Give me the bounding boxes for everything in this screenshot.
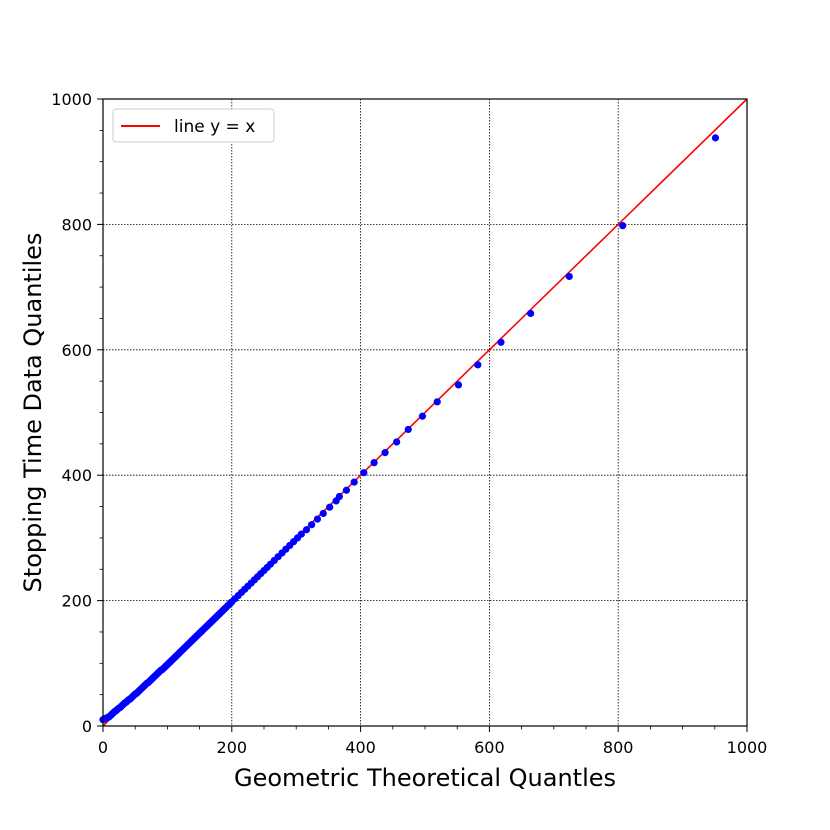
data-point [302,526,311,534]
data-point [393,438,401,446]
data-point [433,398,441,406]
x-tick-label: 0 [98,738,108,757]
y-tick-label: 400 [61,466,92,485]
data-point [418,412,427,420]
legend-box [112,108,275,143]
legend-label: line y = x [174,117,255,137]
data-point [319,509,327,518]
y-tick-label: 600 [61,341,92,360]
data-point [527,309,535,318]
data-point [565,272,573,281]
y-tick-label: 200 [61,592,92,611]
data-point [497,338,505,346]
grid-lines [103,99,747,726]
data-point [308,521,316,529]
x-tick-label: 1000 [727,738,768,757]
data-points [99,134,720,724]
x-tick-label: 400 [345,738,376,757]
y-axis-label: Stopping Time Data Quantiles [19,233,47,593]
data-point [381,449,389,457]
x-tick-label: 600 [474,738,505,757]
data-point [711,134,720,142]
data-point [313,515,322,523]
y-axis-ticks: 0 200 400 600 800 1000 [51,90,103,736]
y-tick-label: 0 [82,717,92,736]
data-point [326,503,334,511]
data-point [404,425,412,434]
y-tick-label: 1000 [51,90,92,109]
x-axis-ticks: 0 200 400 600 800 1000 [98,726,767,757]
data-point [342,486,351,494]
x-axis-label: Geometric Theoretical Quantles [234,764,616,792]
y-tick-label: 800 [61,215,92,234]
data-point [619,222,627,230]
data-point [297,530,305,538]
data-point [474,361,482,369]
data-point [454,381,463,389]
legend: line y = x [112,108,275,143]
x-tick-label: 200 [217,738,248,757]
data-point [370,459,378,467]
data-point [350,478,358,486]
x-tick-label: 800 [603,738,634,757]
data-point [335,492,343,501]
data-point [360,469,368,477]
